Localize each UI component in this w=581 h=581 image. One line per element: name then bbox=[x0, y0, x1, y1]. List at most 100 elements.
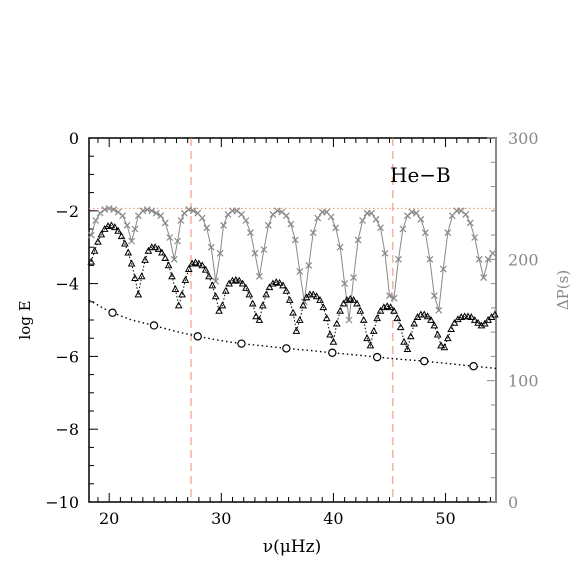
deltaP-point bbox=[264, 221, 272, 229]
log-e-triangle-point bbox=[329, 337, 338, 345]
y-left-tick-label: −8 bbox=[55, 420, 79, 439]
log-e-triangle-point bbox=[265, 283, 274, 291]
y-left-tick-label: 0 bbox=[69, 129, 79, 148]
log-e-triangle-point bbox=[184, 265, 193, 272]
log-e-circle-series bbox=[88, 299, 497, 371]
deltaP-point bbox=[123, 221, 131, 229]
log-e-triangle-point bbox=[195, 259, 203, 267]
y-right-tick-label: 100 bbox=[508, 372, 539, 391]
log-e-triangle-point bbox=[477, 321, 486, 329]
log-e-triangle-point bbox=[174, 301, 183, 309]
deltaP-point bbox=[417, 215, 425, 223]
log-e-triangle-point bbox=[464, 312, 472, 320]
log-e-triangle-point bbox=[110, 223, 119, 231]
deltaP-series bbox=[87, 204, 497, 324]
log-e-triangle-point bbox=[430, 321, 439, 329]
deltaP-point bbox=[238, 211, 245, 218]
deltaP-point bbox=[471, 234, 479, 241]
log-e-triangle-point bbox=[168, 272, 176, 280]
log-e-triangle-point bbox=[295, 315, 304, 323]
log-e-triangle-point bbox=[480, 319, 489, 327]
log-e-triangle-point bbox=[275, 278, 284, 286]
log-e-triangle-point bbox=[215, 306, 223, 314]
log-e-triangle-point bbox=[144, 246, 153, 254]
log-e-circle-point bbox=[237, 339, 246, 348]
log-e-triangle-point bbox=[141, 255, 149, 263]
log-e-triangle-point bbox=[248, 299, 257, 307]
x-axis-label: ν(μHz) bbox=[263, 537, 321, 557]
deltaP-point bbox=[332, 224, 340, 232]
log-e-triangle-point bbox=[255, 315, 264, 323]
log-e-triangle-point bbox=[279, 281, 287, 289]
deltaP-point bbox=[216, 249, 224, 257]
deltaP-point bbox=[359, 217, 367, 224]
deltaP-point bbox=[198, 214, 206, 222]
deltaP-point bbox=[220, 221, 227, 229]
log-e-circle-curve bbox=[88, 299, 497, 370]
log-e-triangle-point bbox=[454, 315, 462, 323]
y-left-tick-label: −2 bbox=[55, 202, 79, 221]
log-e-circle-point bbox=[328, 348, 337, 357]
log-e-triangle-point bbox=[158, 248, 166, 256]
deltaP-point bbox=[444, 229, 452, 237]
log-e-triangle-point bbox=[393, 314, 402, 322]
deltaP-point bbox=[386, 292, 393, 300]
deltaP-point bbox=[203, 224, 211, 232]
deltaP-point bbox=[426, 255, 434, 263]
deltaP-point bbox=[119, 212, 127, 220]
log-e-triangle-point bbox=[198, 261, 207, 269]
log-e-triangle-point bbox=[406, 332, 415, 340]
log-e-triangle-point bbox=[258, 301, 267, 309]
log-e-triangle-point bbox=[201, 265, 210, 273]
log-e-triangle-point bbox=[218, 301, 227, 309]
log-e-circle-point bbox=[149, 321, 159, 330]
log-e-triangle-point bbox=[299, 301, 308, 309]
deltaP-point bbox=[314, 214, 322, 222]
deltaP-point bbox=[377, 224, 384, 232]
log-e-triangle-point bbox=[117, 232, 126, 240]
log-e-triangle-point bbox=[356, 306, 365, 314]
log-e-triangle-line bbox=[90, 224, 496, 351]
log-e-triangle-point bbox=[491, 310, 499, 318]
log-e-triangle-point bbox=[427, 315, 435, 323]
log-e-triangle-point bbox=[383, 302, 392, 310]
log-e-triangle-point bbox=[181, 275, 190, 283]
log-e-triangle-point bbox=[437, 341, 445, 349]
deltaP-point bbox=[189, 207, 197, 215]
log-e-triangle-point bbox=[121, 239, 129, 247]
log-e-triangle-point bbox=[285, 295, 294, 303]
log-e-triangle-point bbox=[205, 272, 213, 280]
log-e-triangle-point bbox=[369, 326, 378, 334]
log-e-triangle-point bbox=[373, 314, 382, 322]
deltaP-point bbox=[287, 220, 295, 228]
log-e-triangle-point bbox=[137, 272, 146, 280]
log-e-circle-point bbox=[420, 356, 429, 366]
y-right-tick-label: 0 bbox=[508, 493, 518, 512]
plot-frame bbox=[88, 137, 497, 503]
deltaP-point bbox=[105, 204, 113, 212]
log-e-circle-point bbox=[282, 344, 291, 353]
log-e-triangle-point bbox=[164, 261, 173, 269]
log-e-triangle-point bbox=[161, 254, 170, 262]
deltaP-point bbox=[161, 219, 169, 227]
y-right-tick-label: 300 bbox=[508, 129, 539, 148]
log-e-triangle-point bbox=[87, 257, 96, 265]
reference-lines bbox=[89, 138, 496, 502]
log-e-triangle-point bbox=[171, 285, 180, 292]
log-e-triangle-point bbox=[221, 286, 230, 294]
deltaP-point bbox=[395, 255, 402, 263]
log-e-triangle-point bbox=[410, 319, 419, 327]
log-e-triangle-point bbox=[124, 248, 133, 256]
deltaP-point bbox=[439, 265, 447, 273]
deltaP-point bbox=[110, 206, 118, 214]
deltaP-point bbox=[139, 207, 147, 215]
deltaP-point bbox=[399, 225, 407, 233]
y-left-tick-label: −6 bbox=[55, 347, 79, 366]
log-e-triangle-point bbox=[127, 259, 136, 267]
y-left-tick-label: −4 bbox=[55, 275, 79, 294]
log-e-triangle-point bbox=[353, 299, 361, 307]
log-e-triangle-point bbox=[326, 330, 334, 338]
log-e-triangle-point bbox=[319, 303, 328, 311]
deltaP-point bbox=[87, 231, 95, 239]
log-e-triangle-point bbox=[376, 306, 385, 314]
